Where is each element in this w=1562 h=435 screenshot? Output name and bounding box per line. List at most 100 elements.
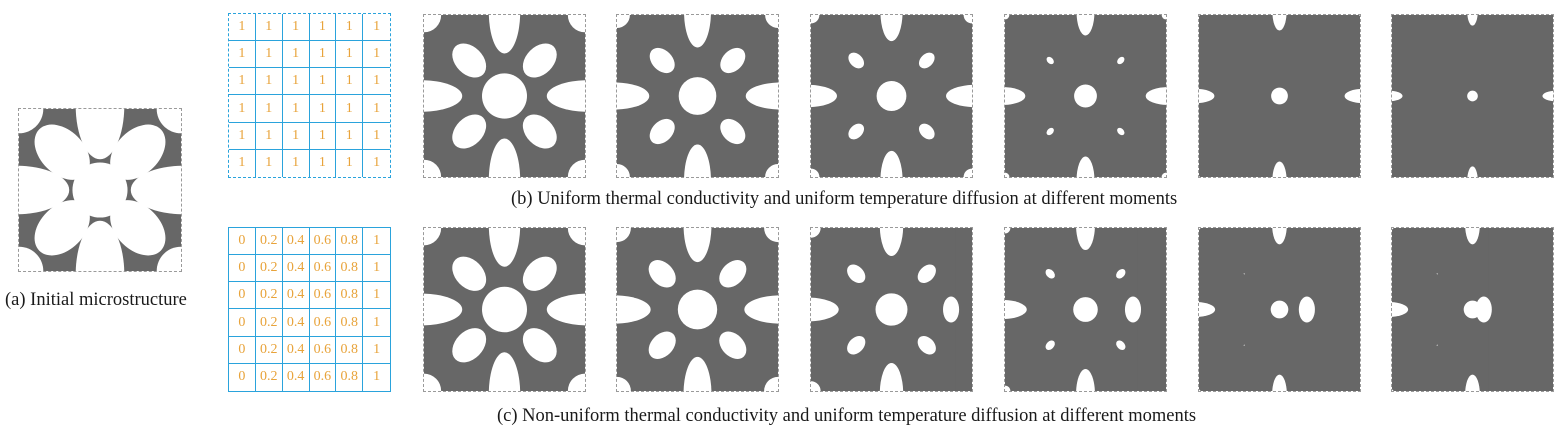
grid-cell: 1 [309,95,337,123]
nonuniform-moment-3 [810,227,973,392]
grid-cell: 1 [283,149,310,177]
grid-cell: 0.4 [282,228,310,256]
initial-microstructure-panel [18,108,182,272]
grid-cell: 1 [256,149,283,177]
grid-cell: 0.2 [255,255,283,283]
uniform-moment-5 [1198,14,1361,178]
nonuniform-microstructure-image [424,228,585,391]
grid-cell: 1 [363,123,390,150]
grid-cell: 0.6 [309,255,337,283]
initial-microstructure-image [19,109,181,271]
grid-cell: 1 [336,14,364,42]
grid-cell: 0.2 [255,228,283,256]
grid-cell: 0.2 [255,309,283,337]
grid-cell: 1 [336,149,364,177]
grid-cell: 1 [363,14,390,42]
grid-cell: 1 [363,255,390,283]
grid-cell: 1 [310,149,337,177]
nonuniform-microstructure-image [617,228,778,391]
grid-cell: 0 [229,336,256,364]
grid-cell: 1 [336,68,364,96]
uniform-moment-3 [810,14,973,178]
grid-cell: 1 [363,68,390,96]
grid-cell: 1 [229,95,256,123]
grid-cell: 0.4 [282,309,310,337]
grid-cell: 1 [229,122,256,150]
uniform-moment-4 [1004,14,1167,178]
grid-cell: 1 [229,14,256,42]
grid-cell: 1 [363,228,390,256]
grid-cell: 0.4 [283,363,310,391]
grid-cell: 0 [229,282,256,310]
grid-cell: 1 [229,68,256,96]
caption-uniform: (b) Uniform thermal conductivity and uni… [511,189,1178,209]
grid-cell: 1 [363,337,390,364]
grid-cell: 1 [282,41,310,69]
grid-cell: 1 [229,149,256,177]
uniform-moment-6 [1391,14,1554,178]
grid-cell: 0.2 [255,282,283,310]
grid-cell: 1 [336,41,364,69]
uniform-moment-2 [616,14,779,178]
grid-cell: 1 [363,41,390,69]
nonuniform-moment-6 [1391,227,1554,392]
grid-cell: 0.2 [255,336,283,364]
grid-cell: 0.8 [336,282,364,310]
grid-cell: 0 [229,363,256,391]
uniform-moment-1 [423,14,586,178]
grid-cell: 1 [309,122,337,150]
caption-nonuniform: (c) Non-uniform thermal conductivity and… [497,406,1197,426]
grid-cell: 1 [309,14,337,42]
caption-initial-microstructure: (a) Initial microstructure [5,290,187,310]
grid-cell: 0 [229,255,256,283]
grid-cell: 0.2 [256,363,283,391]
grid-cell: 0.6 [309,336,337,364]
grid-cell: 1 [336,122,364,150]
uniform-microstructure-image [1005,15,1166,177]
nonuniform-microstructure-image [1005,228,1166,391]
grid-cell: 0.4 [282,282,310,310]
grid-cell: 1 [255,14,283,42]
grid-cell: 1 [336,95,364,123]
grid-cell: 0.6 [309,309,337,337]
grid-cell: 0.8 [336,255,364,283]
grid-cell: 1 [255,68,283,96]
grid-cell: 1 [282,95,310,123]
grid-cell: 0 [229,228,256,256]
grid-cell: 1 [255,41,283,69]
grid-cell: 0.4 [282,336,310,364]
grid-cell: 1 [309,68,337,96]
uniform-microstructure-image [811,15,972,177]
nonuniform-conductivity-grid: 0 0.2 0.4 0.6 0.8 1 0 0.2 0.4 0.6 0.8 1 0 0.2 0.4 0.6 0.… [228,227,391,392]
grid-cell: 0.8 [336,309,364,337]
grid-cell: 1 [363,95,390,123]
grid-cell: 1 [229,41,256,69]
uniform-microstructure-image [424,15,585,177]
grid-cell: 1 [373,155,381,171]
nonuniform-microstructure-image [1392,228,1553,391]
nonuniform-microstructure-image [1199,228,1360,391]
nonuniform-moment-4 [1004,227,1167,392]
uniform-microstructure-image [1199,15,1360,177]
grid-cell: 1 [309,41,337,69]
grid-cell: 1 [282,122,310,150]
grid-cell: 1 [363,309,390,337]
nonuniform-microstructure-image [811,228,972,391]
nonuniform-moment-2 [616,227,779,392]
grid-cell: 0.6 [309,282,337,310]
uniform-microstructure-image [1392,15,1553,177]
grid-cell: 1 [255,122,283,150]
nonuniform-moment-1 [423,227,586,392]
grid-cell: 0.8 [336,363,364,391]
grid-cell: 1 [282,68,310,96]
grid-cell: 0.6 [310,363,337,391]
grid-cell: 0.8 [336,336,364,364]
nonuniform-moment-5 [1198,227,1361,392]
grid-cell: 1 [282,14,310,42]
grid-cell: 1 [373,369,381,385]
grid-cell: 0 [229,309,256,337]
grid-cell: 0.8 [336,228,364,256]
grid-cell: 0.6 [309,228,337,256]
grid-cell: 0.4 [282,255,310,283]
